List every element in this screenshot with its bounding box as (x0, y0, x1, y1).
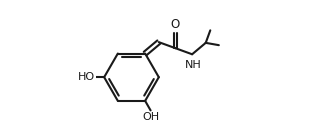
Text: HO: HO (78, 72, 95, 82)
Text: O: O (171, 18, 180, 31)
Text: OH: OH (143, 112, 160, 122)
Text: NH: NH (184, 60, 201, 70)
